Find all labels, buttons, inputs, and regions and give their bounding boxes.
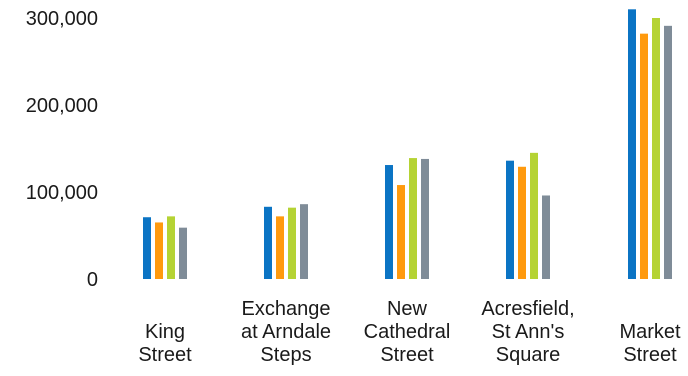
x-category-label: Acresfield, St Ann's Square bbox=[481, 298, 574, 366]
x-category-label: Market Street bbox=[619, 321, 681, 366]
x-category-label-line: Square bbox=[496, 344, 561, 366]
bar bbox=[155, 222, 163, 279]
bar bbox=[542, 195, 550, 279]
y-tick-label: 300,000 bbox=[26, 8, 98, 30]
bar bbox=[167, 216, 175, 279]
bar bbox=[143, 217, 151, 279]
x-category-label-line: Street bbox=[623, 344, 677, 366]
x-category-label-line: Street bbox=[380, 344, 434, 366]
bar bbox=[640, 33, 648, 279]
y-axis: 0 100,000 200,000 300,000 bbox=[26, 8, 98, 291]
x-category-label-line: at Arndale bbox=[241, 321, 331, 343]
x-category-label-line: Exchange bbox=[242, 298, 331, 320]
x-category-label-line: Market bbox=[619, 321, 681, 343]
bar bbox=[385, 165, 393, 279]
bar bbox=[397, 185, 405, 279]
bar bbox=[288, 207, 296, 279]
bar bbox=[264, 206, 272, 279]
y-tick-label: 200,000 bbox=[26, 95, 98, 117]
x-category-label-line: Cathedral bbox=[364, 321, 451, 343]
bar bbox=[276, 216, 284, 279]
x-category-label-line: Steps bbox=[260, 344, 311, 366]
bar bbox=[628, 9, 636, 280]
bar bbox=[506, 160, 514, 279]
x-category-label: New Cathedral Street bbox=[364, 298, 451, 366]
x-category-label-line: Acresfield, bbox=[481, 298, 574, 320]
x-category-label-line: New bbox=[387, 298, 428, 320]
x-category-label: Exchange at Arndale Steps bbox=[241, 298, 331, 366]
y-tick-label: 0 bbox=[87, 269, 98, 291]
x-category-label-line: St Ann's bbox=[492, 321, 565, 343]
x-category-label-line: Street bbox=[138, 344, 192, 366]
bars-layer bbox=[143, 9, 672, 280]
x-category-label-line: King bbox=[145, 321, 185, 343]
bar bbox=[530, 152, 538, 279]
bar bbox=[652, 18, 660, 279]
bar bbox=[664, 25, 672, 279]
bar bbox=[409, 158, 417, 279]
bar bbox=[300, 204, 308, 279]
bar bbox=[518, 166, 526, 279]
x-category-label: King Street bbox=[138, 321, 192, 366]
bar bbox=[421, 158, 429, 279]
bar bbox=[179, 227, 187, 279]
y-tick-label: 100,000 bbox=[26, 182, 98, 204]
